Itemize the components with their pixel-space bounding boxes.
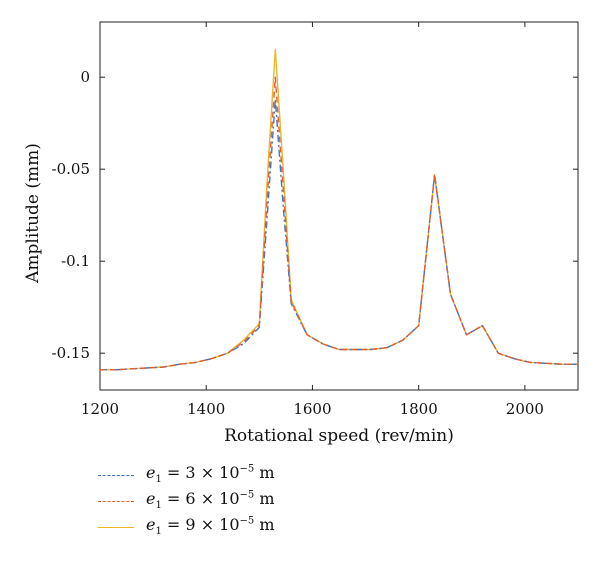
x-tick-label: 1200 xyxy=(81,400,119,418)
x-tick-label: 1800 xyxy=(400,400,438,418)
legend-item-2: e1 = 6 × 10−5 m xyxy=(98,489,398,515)
legend-item-1: e1 = 3 × 10−5 m xyxy=(98,463,398,489)
legend: e1 = 3 × 10−5 m e1 = 6 × 10−5 m e1 = 9 × 1… xyxy=(98,463,398,541)
x-tick-label: 1600 xyxy=(293,400,331,418)
x-tick-label: 1400 xyxy=(187,400,225,418)
legend-label: e1 = 9 × 10−5 m xyxy=(146,515,275,538)
y-axis-label: Amplitude (mm) xyxy=(23,143,43,284)
y-tick-label: 0 xyxy=(80,68,90,86)
legend-swatch xyxy=(98,501,134,502)
legend-label: e1 = 3 × 10−5 m xyxy=(146,463,275,486)
line-chart: 1200 1400 1600 1800 2000 0 -0.05 -0.1 -0.15 Rota… xyxy=(23,21,579,446)
legend-label: e1 = 6 × 10−5 m xyxy=(146,489,275,512)
series-line-1 xyxy=(100,98,578,371)
series-line-2 xyxy=(100,76,578,371)
legend-swatch xyxy=(98,527,134,528)
legend-item-3: e1 = 9 × 10−5 m xyxy=(98,515,398,541)
plot-frame xyxy=(99,21,579,391)
x-tick-label: 2000 xyxy=(506,400,544,418)
y-tick-label: -0.1 xyxy=(61,252,90,270)
x-axis-label: Rotational speed (rev/min) xyxy=(224,426,454,446)
y-tick-label: -0.15 xyxy=(52,344,90,362)
series-line-3 xyxy=(100,48,578,371)
legend-swatch xyxy=(98,475,134,476)
y-tick-label: -0.05 xyxy=(52,160,90,178)
